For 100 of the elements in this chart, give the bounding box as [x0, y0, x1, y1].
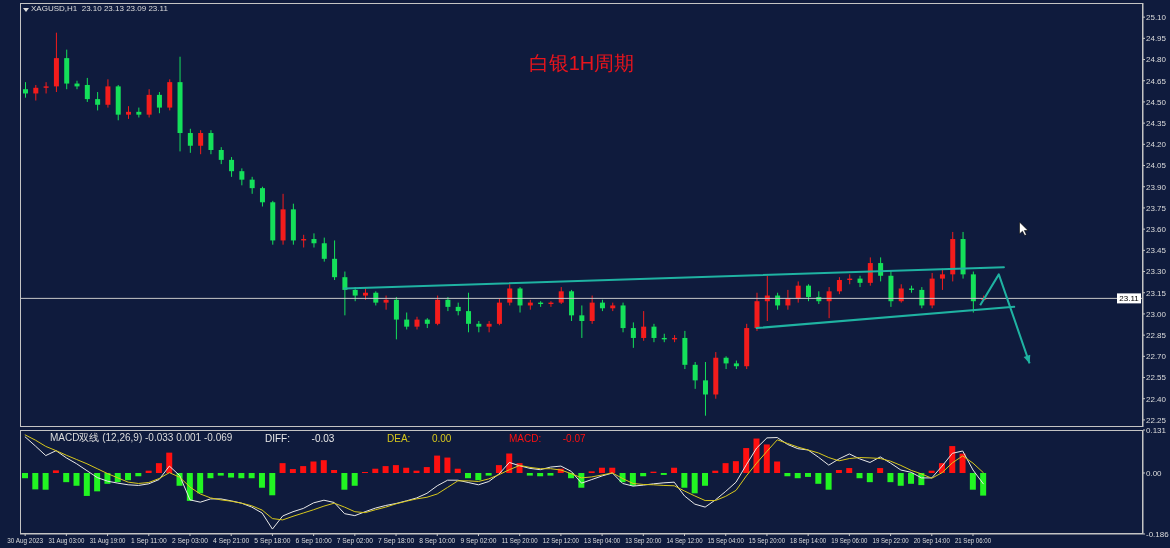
y-tick-label: 22.70 [1146, 352, 1167, 362]
y-tick-label: 23.90 [1146, 182, 1167, 192]
bar [248, 472, 255, 479]
candlestick [579, 304, 585, 339]
bar [763, 444, 770, 473]
bar [382, 466, 389, 473]
bar [279, 463, 286, 473]
bar [969, 472, 976, 490]
y-tick-label: 23.00 [1146, 309, 1167, 319]
y-tick-label: 24.65 [1146, 76, 1167, 86]
bar [238, 472, 245, 479]
bar [609, 467, 616, 473]
bar [537, 472, 544, 477]
x-tick-label: 9 Sep 02:00 [460, 535, 497, 545]
bar [135, 472, 142, 477]
candlestick [939, 268, 945, 291]
candlestick [641, 310, 647, 342]
candlestick [156, 91, 162, 114]
bar [197, 472, 204, 494]
bar [866, 472, 873, 483]
bar [475, 472, 482, 481]
chart-title: MACD双线 (12,26,9) -0.033 0.001 -0.069 [50, 432, 233, 444]
x-tick-label: 2 Sep 03:00 [171, 535, 209, 545]
bar [207, 472, 214, 479]
bar [701, 472, 708, 486]
y-tick-label: 0.131 [1146, 425, 1167, 435]
y-tick-label: 23.45 [1146, 246, 1167, 256]
candlestick [198, 129, 204, 155]
x-tick-label: 7 Sep 18:00 [377, 535, 415, 545]
bar [125, 472, 132, 481]
bar [980, 472, 987, 496]
y-tick-label: 24.50 [1146, 97, 1167, 107]
candlestick [795, 280, 801, 304]
candlestick [146, 88, 152, 118]
y-tick-label: 22.55 [1146, 373, 1167, 383]
y-tick-label: -0.186 [1146, 529, 1170, 539]
bar [846, 468, 853, 473]
y-tick-label: 24.35 [1146, 118, 1167, 128]
x-tick-label: 21 Sep 06:00 [954, 535, 992, 545]
bar [155, 463, 162, 473]
bar [320, 460, 327, 473]
candlestick [620, 302, 626, 333]
bar [722, 463, 729, 473]
bar [228, 472, 235, 478]
bar [63, 472, 70, 483]
y-tick-label: 24.95 [1146, 34, 1167, 44]
bar [310, 461, 317, 473]
bar [691, 472, 698, 494]
candlestick [589, 295, 595, 325]
candlestick [857, 275, 863, 288]
candlestick [95, 91, 101, 111]
x-tick-label: 15 Sep 04:00 [707, 535, 744, 545]
x-tick-label: 6 Sep 10:00 [295, 535, 332, 545]
y-tick-label: 25.10 [1146, 12, 1167, 22]
bar [815, 472, 822, 484]
candlestick [486, 320, 492, 333]
bar [289, 469, 296, 473]
bar [887, 472, 894, 483]
bar [794, 472, 801, 479]
candlestick [692, 361, 698, 390]
candlestick [43, 81, 49, 94]
candlestick [208, 129, 214, 155]
bar [825, 472, 832, 490]
bar [908, 472, 915, 484]
x-tick-label: 19 Sep 22:00 [872, 535, 909, 545]
candlestick [826, 286, 832, 319]
candlestick [105, 78, 111, 109]
candlestick [496, 297, 502, 326]
bar [403, 467, 410, 473]
x-tick-label: 11 Sep 20:00 [501, 535, 538, 545]
ref-line-label: 23.11 [1119, 294, 1140, 304]
y-tick-label: 0.00 [1146, 468, 1163, 478]
candlestick [702, 361, 708, 417]
series-label: MACD: -0.07 [509, 433, 587, 445]
x-tick-label: 14 Sep 12:00 [666, 535, 703, 545]
x-tick-label: 7 Sep 02:00 [336, 535, 373, 545]
bar [640, 472, 647, 477]
chart-subtitle: XAGUSD,H1 23.10 23.13 23.09 23.11 [31, 4, 168, 14]
bar [42, 472, 49, 490]
bar [217, 472, 224, 476]
text: DIFF: -0.03 [265, 433, 336, 445]
y-tick-label: 23.60 [1146, 224, 1167, 234]
bar [856, 472, 863, 479]
bar [465, 472, 472, 479]
y-tick-label: 23.15 [1146, 288, 1167, 298]
y-tick-label: 24.20 [1146, 140, 1167, 150]
bar [423, 467, 430, 473]
bar [805, 472, 812, 477]
x-tick-label: 15 Sep 20:00 [748, 535, 786, 545]
candlestick [393, 296, 399, 340]
bar [94, 472, 101, 492]
y-tick-label: 22.25 [1146, 415, 1167, 425]
x-tick-label: 13 Sep 04:00 [584, 535, 621, 545]
x-tick-label: 8 Sep 10:00 [419, 535, 456, 545]
x-tick-label: 13 Sep 20:00 [625, 535, 662, 545]
x-tick-label: 30 Aug 2023 [7, 534, 44, 545]
candlestick [311, 232, 317, 249]
candlestick [342, 271, 348, 316]
candlestick [332, 239, 338, 281]
bar [372, 468, 379, 473]
